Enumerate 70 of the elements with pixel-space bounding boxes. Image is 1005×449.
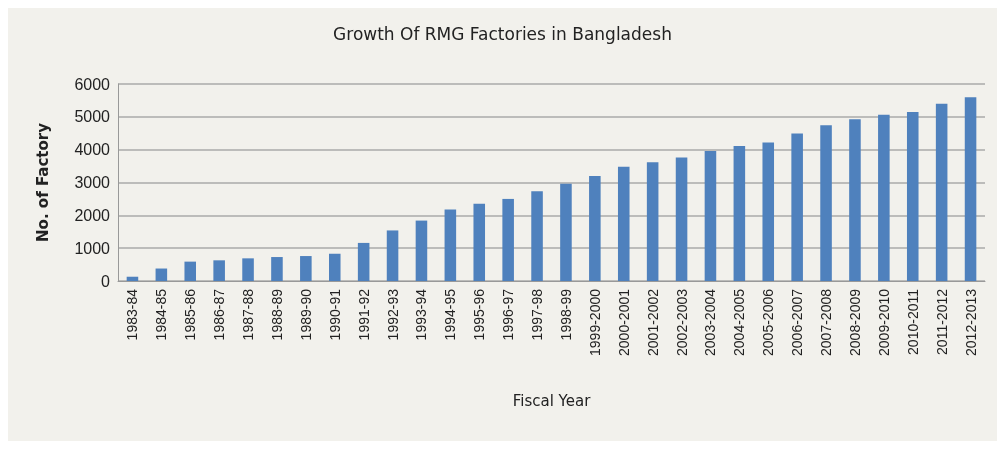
bar xyxy=(617,166,630,281)
x-tick-label: 1986-87 xyxy=(211,288,228,341)
x-tick-label: 2006-2007 xyxy=(789,288,806,356)
x-tick-label: 1992-93 xyxy=(384,288,401,341)
bar xyxy=(184,261,197,281)
x-tick-label: 2008-2009 xyxy=(846,288,863,356)
y-tick-label: 2000 xyxy=(74,206,111,224)
bar xyxy=(357,242,370,281)
chart-title: Growth Of RMG Factories in Bangladesh xyxy=(333,23,672,44)
bar xyxy=(906,111,919,281)
y-tick-label: 3000 xyxy=(74,174,111,191)
x-tick-label: 1988-89 xyxy=(268,288,285,341)
y-tick-label: 1000 xyxy=(74,239,111,257)
bar xyxy=(328,253,341,281)
x-tick-label: 1989-90 xyxy=(297,288,314,341)
bar xyxy=(126,276,139,281)
y-tick-label: 4000 xyxy=(74,141,111,159)
x-tick-label: 2007-2008 xyxy=(818,288,835,356)
bar xyxy=(589,175,601,281)
bar xyxy=(878,114,890,281)
x-tick-label: 1985-86 xyxy=(182,288,199,341)
bar xyxy=(473,203,486,281)
x-tick-label: 2011-2012 xyxy=(933,288,950,355)
x-tick-label: 1996-97 xyxy=(500,288,517,341)
bar xyxy=(502,198,514,281)
x-tick-label: 1994-95 xyxy=(442,288,459,341)
x-tick-label: 1990-91 xyxy=(326,288,343,341)
x-tick-label: 2012-2013 xyxy=(962,288,979,356)
bar xyxy=(762,142,775,281)
bar xyxy=(444,209,457,281)
x-axis-title: Fiscal Year xyxy=(512,391,592,410)
bar xyxy=(155,268,168,281)
bar xyxy=(386,230,399,281)
x-tick-label: 1993-94 xyxy=(413,288,430,341)
bar xyxy=(935,103,948,281)
x-tick-label: 1997-98 xyxy=(529,288,546,341)
y-tick-label: 0 xyxy=(101,272,111,290)
x-tick-label: 1984-85 xyxy=(153,288,170,341)
bar xyxy=(560,183,572,281)
bar xyxy=(704,150,717,281)
y-tick-label: 6000 xyxy=(74,75,111,93)
x-tick-label: 1987-88 xyxy=(240,288,257,341)
x-tick-label: 1991-92 xyxy=(355,288,372,341)
bar xyxy=(733,146,746,281)
x-tick-label: 2009-2010 xyxy=(875,288,892,356)
bar xyxy=(531,191,543,281)
bar xyxy=(964,97,977,281)
bar xyxy=(300,256,312,281)
x-tick-label: 1983-84 xyxy=(124,288,141,341)
x-tick-label: 1998-99 xyxy=(557,288,574,341)
x-tick-label: 1999-2000 xyxy=(586,288,603,356)
bar xyxy=(849,119,861,281)
bar xyxy=(646,162,659,281)
x-tick-label: 2002-2003 xyxy=(673,288,690,356)
bar xyxy=(675,157,688,281)
x-tick-label: 2010-2011 xyxy=(904,288,921,355)
x-tick-label: 2001-2002 xyxy=(644,288,661,356)
x-tick-label: 2004-2005 xyxy=(731,288,748,356)
y-axis-title: No. of Factory xyxy=(33,122,52,242)
x-tick-label: 2003-2004 xyxy=(702,288,719,356)
bar xyxy=(213,260,225,281)
y-tick-label: 5000 xyxy=(74,108,111,126)
bar xyxy=(791,133,803,281)
bar xyxy=(415,220,428,281)
bar xyxy=(820,125,832,281)
x-tick-label: 2000-2001 xyxy=(615,288,632,356)
bar xyxy=(242,258,254,281)
bar xyxy=(271,257,283,281)
x-tick-label: 2005-2006 xyxy=(760,288,777,356)
x-tick-label: 1995-96 xyxy=(471,288,488,341)
